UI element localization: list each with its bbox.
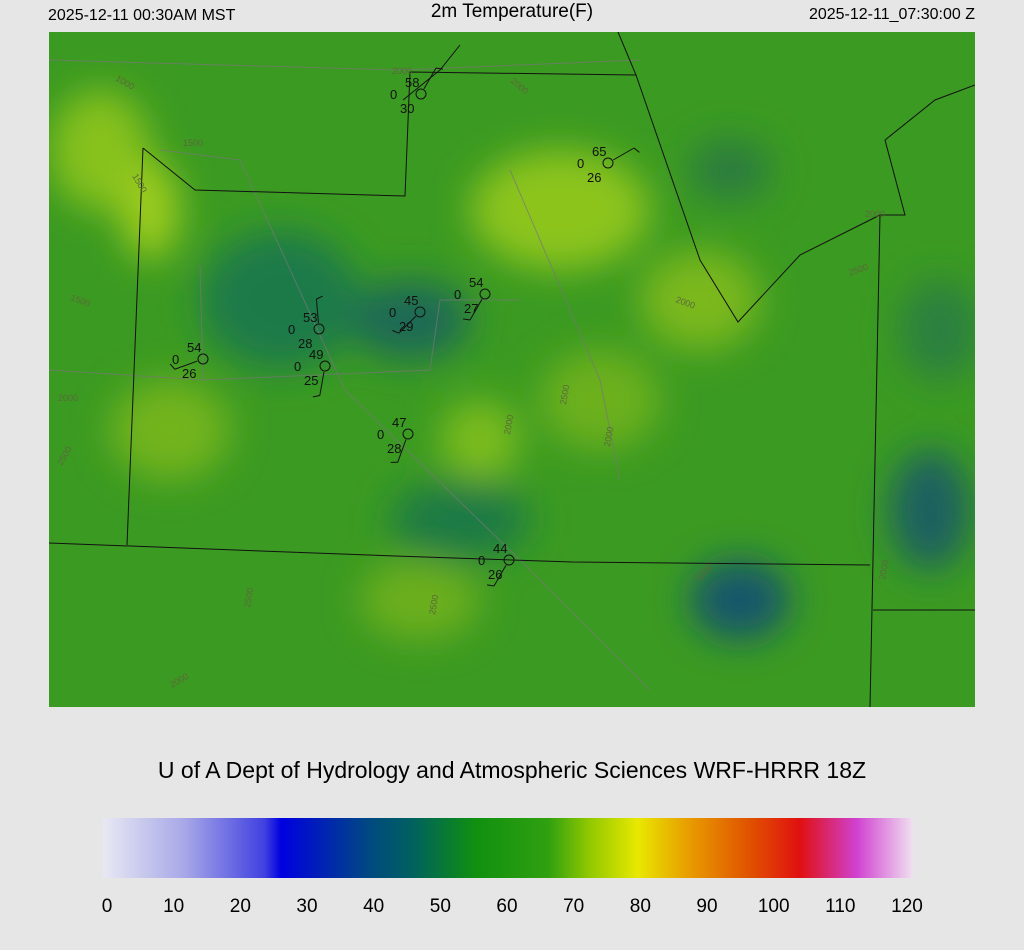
wind-barb: [612, 147, 635, 161]
colorbar-tick-label: 0: [102, 896, 113, 917]
station-code: 0: [478, 553, 485, 568]
wind-barb-flag: [312, 395, 320, 398]
station-circle: [415, 88, 427, 100]
map-title: 2m Temperature(F): [431, 1, 593, 22]
colorbar-tick-label: 80: [630, 896, 651, 917]
station-temperature: 54: [187, 340, 201, 355]
station-code: 0: [390, 87, 397, 102]
wind-barb: [397, 439, 407, 463]
colorbar-tick-label: 120: [891, 896, 923, 917]
station-code: 0: [389, 305, 396, 320]
station-temperature: 44: [493, 541, 507, 556]
colorbar-tick-label: 50: [430, 896, 451, 917]
wind-barb-flag: [435, 67, 443, 70]
local-time: 2025-12-11 00:30AM MST: [48, 7, 236, 24]
wind-barb: [423, 67, 437, 90]
station-circle: [402, 428, 414, 440]
colorbar: [103, 818, 913, 878]
temperature-field: [50, 90, 975, 640]
station-circle: [602, 157, 614, 169]
colorbar-tick-label: 20: [230, 896, 251, 917]
wind-barb-flag: [316, 295, 323, 300]
colorbar-tick-label: 40: [363, 896, 384, 917]
wind-barb: [398, 315, 417, 334]
station-dewpoint: 26: [587, 170, 601, 185]
station-plots: 5803065026540274502953028490255402647028…: [169, 67, 640, 587]
station-circle: [479, 288, 491, 300]
station-circle: [503, 554, 515, 566]
wind-barb-flag: [463, 318, 471, 321]
colorbar-tick-label: 110: [825, 896, 855, 917]
station-code: 0: [377, 427, 384, 442]
station-temperature: 65: [592, 144, 606, 159]
wind-barb: [493, 564, 507, 587]
station-code: 0: [454, 287, 461, 302]
station-temperature: 45: [404, 293, 418, 308]
station-circle: [197, 353, 209, 365]
colorbar-tick-label: 60: [496, 896, 517, 917]
station-dewpoint: 25: [304, 373, 318, 388]
contour-label: 2500: [427, 594, 440, 615]
contour-label: 2000: [58, 393, 78, 403]
contour-label: 1500: [183, 138, 203, 148]
station-circle: [319, 360, 331, 372]
contour-label: 2500: [242, 587, 255, 608]
station-code: 0: [288, 322, 295, 337]
colorbar-tick-label: 30: [296, 896, 317, 917]
station-circle: [313, 323, 325, 335]
contour-label: 2000: [865, 209, 885, 219]
contour-label: 2000: [877, 559, 890, 580]
station-temperature: 54: [469, 275, 483, 290]
station-temperature: 53: [303, 310, 317, 325]
wind-barb-flag: [633, 147, 640, 153]
station-code: 0: [172, 352, 179, 367]
colorbar-tick-label: 10: [163, 896, 184, 917]
station-dewpoint: 26: [488, 567, 502, 582]
colorbar-tick-label: 70: [563, 896, 584, 917]
station-temperature: 49: [309, 347, 323, 362]
contour-label: 2500: [558, 384, 571, 405]
map: 1000150015001500200025002000200020002000…: [49, 32, 975, 707]
wind-barb-flag: [392, 329, 399, 334]
station-code: 0: [294, 359, 301, 374]
wind-barb: [319, 371, 325, 396]
station-dewpoint: 29: [399, 319, 413, 334]
station-circle: [414, 306, 426, 318]
roads: [49, 59, 651, 691]
station-dewpoint: 27: [464, 301, 478, 316]
wind-barb-flag: [487, 584, 495, 587]
station-temperature: 47: [392, 415, 406, 430]
station-temperature: 58: [405, 75, 419, 90]
colorbar-tick-label: 100: [758, 896, 790, 917]
wind-barb: [174, 360, 198, 370]
contour-label: 2000: [602, 426, 615, 447]
utc-time: 2025-12-11_07:30:00 Z: [809, 6, 975, 23]
station-dewpoint: 28: [298, 336, 312, 351]
boundaries: [49, 32, 975, 707]
wind-barb: [315, 299, 319, 324]
station-code: 0: [577, 156, 584, 171]
station-dewpoint: 26: [182, 366, 196, 381]
wind-barb: [469, 298, 483, 321]
wind-barb-flag: [169, 363, 176, 370]
colorbar-tick-label: 90: [696, 896, 717, 917]
station-dewpoint: 30: [400, 101, 414, 116]
credit: U of A Dept of Hydrology and Atmospheric…: [158, 757, 866, 783]
colorbar-ticks: 0 10 20 30 40 50 60 70 80 90 100 110 120: [102, 896, 923, 917]
contour-label: 2000: [502, 414, 515, 435]
contour-label: 2000: [392, 66, 412, 76]
station-dewpoint: 28: [387, 441, 401, 456]
